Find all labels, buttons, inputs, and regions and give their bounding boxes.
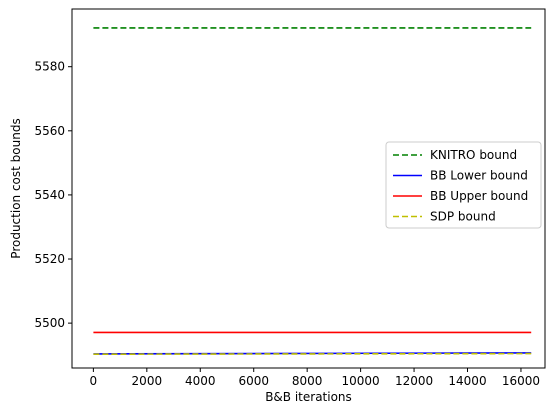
x-tick-label: 6000 (238, 374, 269, 388)
series-line-3 (93, 352, 532, 356)
legend-label: BB Lower bound (430, 169, 528, 183)
plot-lines (93, 27, 532, 356)
x-tick-label: 14000 (448, 374, 486, 388)
x-tick-label: 12000 (395, 374, 433, 388)
x-tick-label: 16000 (502, 374, 540, 388)
legend-label: SDP bound (430, 210, 496, 224)
y-tick-label: 5580 (34, 60, 65, 74)
y-tick-label: 5500 (34, 316, 65, 330)
y-axis-label: Production cost bounds (9, 118, 23, 258)
y-tick-label: 5560 (34, 124, 65, 138)
x-tick-label: 2000 (132, 374, 163, 388)
y-tick-label: 5540 (34, 188, 65, 202)
x-tick-label: 4000 (185, 374, 216, 388)
plot-frame (71, 8, 546, 369)
legend-box (385, 141, 542, 229)
legend-label: BB Upper bound (430, 189, 528, 203)
legend: KNITRO bound BB Lower bound BB Upper bound… (385, 141, 542, 229)
x-tick-label: 10000 (342, 374, 380, 388)
x-tick-label: 8000 (292, 374, 323, 388)
x-tick-label: 0 (90, 374, 98, 388)
legend-label: KNITRO bound (430, 148, 517, 162)
x-axis-label: B&B iterations (265, 390, 352, 404)
y-tick-label: 5520 (34, 252, 65, 266)
x-axis-ticks: 0 2000 4000 6000 8000 10000 12000 14000 16000 (90, 368, 540, 388)
y-axis-ticks: 5500 5520 5540 5560 5580 (34, 60, 72, 330)
